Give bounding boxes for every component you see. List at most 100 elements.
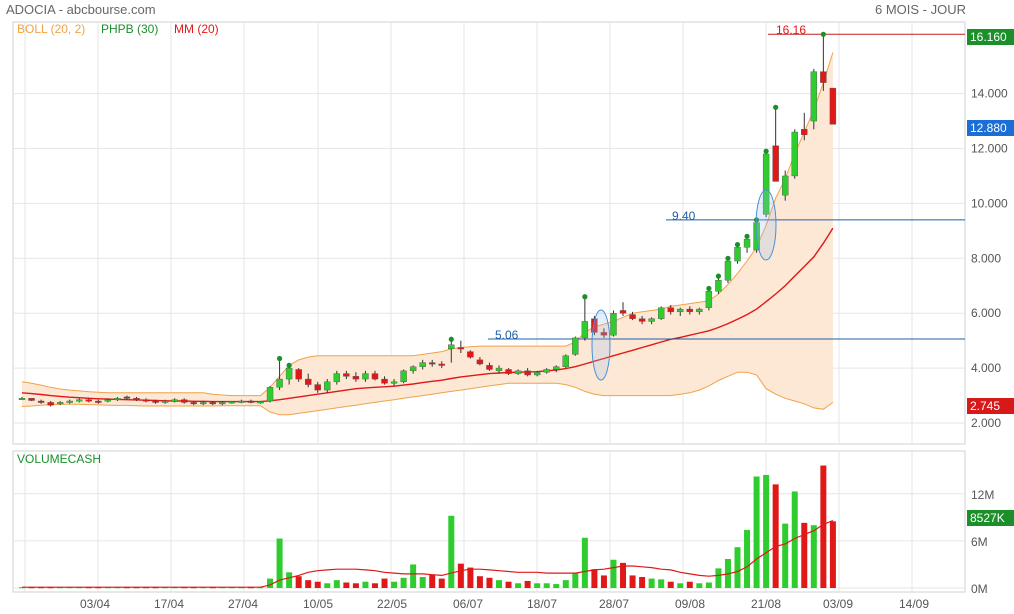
highlight-ellipse	[755, 189, 777, 261]
candle-body	[390, 381, 398, 384]
candle-body	[400, 370, 407, 383]
high-marker	[582, 294, 588, 300]
candle-body	[95, 400, 102, 403]
candle-body	[505, 369, 512, 374]
volume-bar	[581, 537, 588, 588]
candle-body	[219, 402, 226, 405]
volume-bar	[295, 576, 302, 588]
candle-body	[228, 401, 236, 404]
badge-last-price: 12.880	[967, 120, 1014, 136]
candle-body	[829, 87, 837, 125]
volume-bar	[610, 559, 617, 588]
candle-body	[724, 260, 732, 281]
volume-bar	[763, 474, 770, 588]
candle-body	[114, 398, 121, 400]
volume-bar	[343, 582, 350, 588]
high-marker	[763, 148, 769, 154]
candle-body	[715, 280, 722, 292]
high-marker	[715, 273, 722, 279]
candlesticks	[18, 31, 837, 407]
candle-body	[657, 307, 665, 319]
price-tick-label: 2.000	[971, 416, 1001, 430]
candle-body	[467, 351, 474, 358]
date-label: 14/09	[899, 597, 929, 611]
candle-body	[133, 398, 140, 400]
volume-bar	[391, 581, 398, 588]
date-label: 18/07	[527, 597, 557, 611]
volume-bar	[620, 562, 627, 588]
candle-body	[276, 378, 283, 388]
candle-body	[409, 366, 417, 372]
volume-bar	[362, 581, 369, 588]
high-marker	[734, 241, 741, 248]
legend-boll: BOLL (20, 2)	[17, 22, 85, 36]
volume-bar	[677, 583, 684, 588]
price-panel-frame	[12, 21, 966, 445]
candle-body	[820, 71, 827, 83]
candle-body	[638, 318, 646, 322]
candle-body	[37, 400, 45, 403]
bollinger-fill	[22, 52, 833, 415]
date-label: 21/08	[751, 597, 781, 611]
candle-body	[18, 398, 26, 400]
candle-body	[333, 373, 341, 383]
badge-top-price: 16.160	[967, 29, 1014, 45]
svg-text:12.880: 12.880	[970, 121, 1007, 135]
volume-bar	[639, 577, 646, 588]
volume-bar	[314, 581, 321, 588]
period-label[interactable]: 6 MOIS - JOUR	[874, 2, 966, 17]
price-tick-label: 12.000	[971, 142, 1008, 156]
candle-body	[629, 314, 636, 319]
volume-panel-frame	[12, 450, 966, 593]
volume-bar	[352, 583, 359, 588]
volume-bar	[591, 569, 598, 588]
volume-bar	[696, 583, 703, 588]
volume-bar	[305, 580, 312, 588]
volume-bar	[820, 465, 827, 588]
candle-body	[66, 400, 73, 403]
candle-body	[152, 400, 159, 403]
candle-body	[543, 369, 550, 373]
candle-body	[448, 344, 455, 350]
volume-bar	[829, 521, 836, 588]
candle-body	[56, 402, 64, 405]
candle-body	[610, 313, 617, 336]
volume-bar	[791, 491, 798, 588]
candle-body	[324, 381, 331, 391]
volume-bar	[381, 578, 388, 588]
legend-phpb: PHPB (30)	[101, 22, 158, 36]
horizontal-levels	[488, 33, 965, 340]
volume-bar	[438, 578, 445, 588]
candle-body	[305, 378, 312, 385]
bollinger-band	[21, 52, 834, 416]
date-label: 22/05	[377, 597, 407, 611]
high-marker	[773, 104, 779, 110]
high-marker	[286, 362, 292, 368]
volume-bar	[543, 583, 550, 588]
volume-bar	[276, 538, 283, 588]
price-tick-label: 6.000	[971, 306, 1001, 320]
candle-body	[514, 370, 522, 374]
volume-bar	[419, 577, 426, 588]
candle-body	[438, 363, 445, 366]
volume-bar	[810, 525, 817, 588]
volume-bar	[476, 576, 483, 588]
candle-body	[266, 387, 274, 402]
date-label: 03/04	[80, 597, 110, 611]
volume-bars	[19, 465, 836, 589]
volume-bar	[324, 583, 331, 588]
candle-body	[142, 399, 150, 402]
candle-body	[810, 71, 818, 122]
candle-body	[476, 359, 484, 365]
volume-bar	[705, 582, 712, 588]
legend-mm: MM (20)	[174, 22, 219, 36]
volume-bar	[572, 573, 579, 588]
price-axis: 14.000 12.000 10.000 8.000 6.000 4.000 2.000	[971, 87, 1008, 430]
candle-body	[381, 378, 388, 384]
high-marker	[276, 355, 283, 362]
candle-body	[801, 129, 808, 135]
level-506-annotation: 5.06	[495, 328, 519, 342]
svg-text:8527K: 8527K	[970, 511, 1005, 525]
date-label: 28/07	[599, 597, 629, 611]
